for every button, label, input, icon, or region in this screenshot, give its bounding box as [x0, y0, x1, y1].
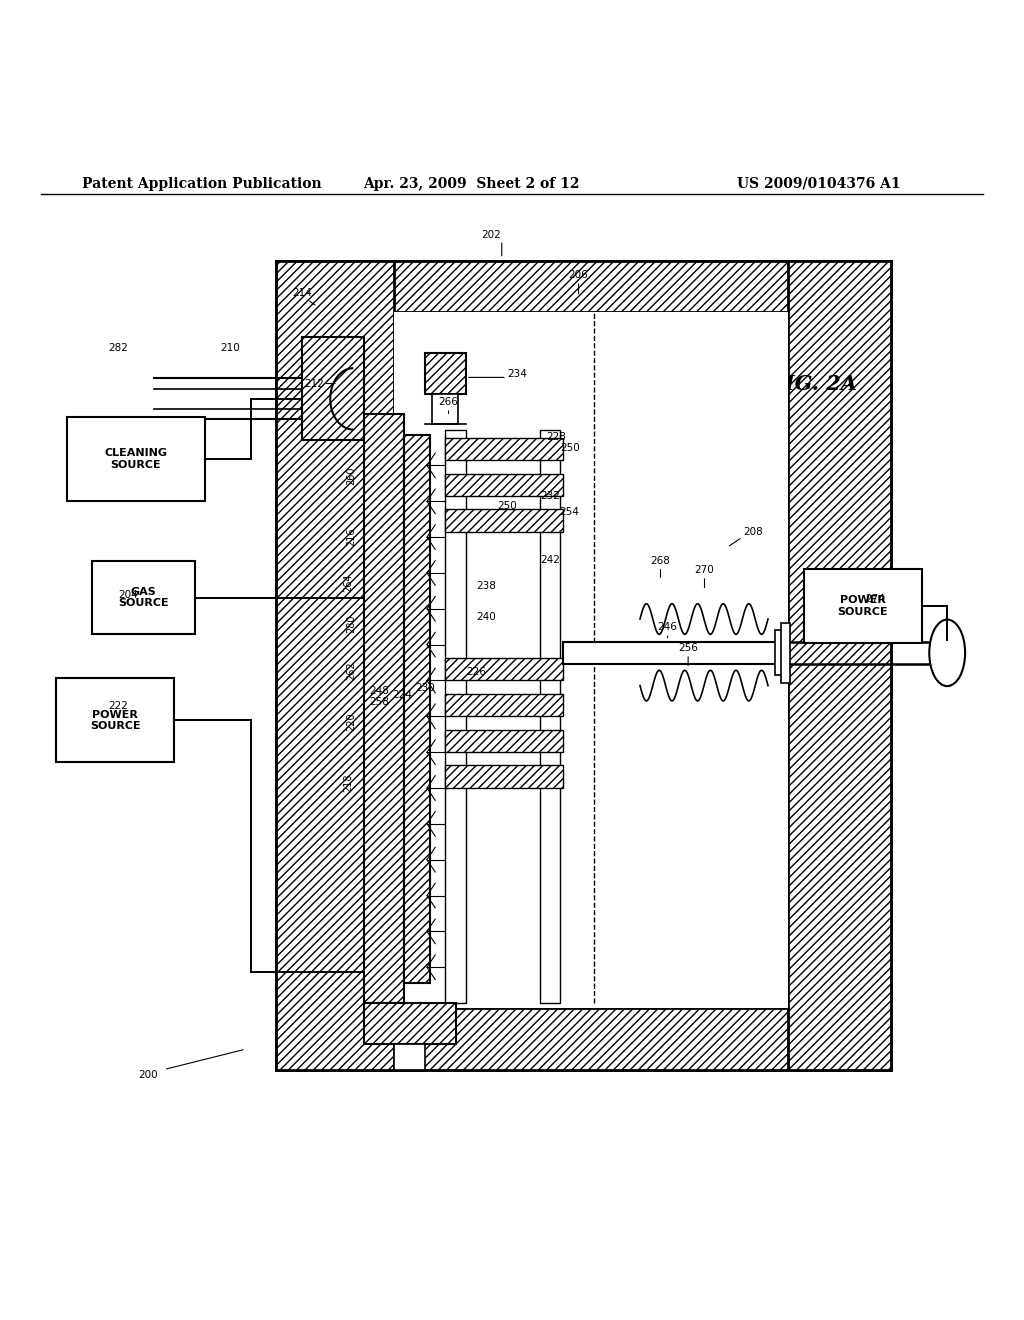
Text: 228: 228	[546, 432, 566, 442]
Text: 266: 266	[438, 397, 459, 407]
Ellipse shape	[930, 619, 965, 686]
Bar	[781, 623, 790, 682]
Text: 214: 214	[292, 288, 312, 298]
Text: Apr. 23, 2009  Sheet 2 of 12: Apr. 23, 2009 Sheet 2 of 12	[362, 177, 580, 191]
Bar	[92, 561, 195, 635]
Text: POWER
SOURCE: POWER SOURCE	[90, 710, 140, 731]
Text: GAS
SOURCE: GAS SOURCE	[118, 586, 169, 609]
Text: 282: 282	[108, 343, 128, 352]
Text: 262: 262	[346, 661, 356, 680]
Text: 260: 260	[346, 466, 356, 484]
Text: 210: 210	[220, 343, 241, 352]
Text: 212: 212	[304, 379, 325, 388]
Bar	[445, 730, 563, 752]
Bar	[432, 393, 458, 425]
Bar	[775, 631, 787, 676]
Bar	[276, 260, 394, 1069]
Bar	[445, 694, 563, 717]
Bar	[425, 352, 466, 393]
Bar	[276, 1008, 891, 1069]
Bar	[302, 338, 364, 440]
Bar	[445, 438, 563, 461]
Text: 238: 238	[476, 581, 497, 591]
Text: CLEANING
SOURCE: CLEANING SOURCE	[104, 449, 167, 470]
Text: FIG. 2A: FIG. 2A	[771, 374, 857, 393]
Bar	[788, 260, 891, 1069]
Text: 268: 268	[650, 556, 671, 566]
Text: 202: 202	[481, 230, 502, 240]
Bar	[276, 260, 891, 1069]
Text: 246: 246	[657, 622, 678, 632]
Bar	[540, 429, 560, 1003]
Text: 264: 264	[343, 574, 353, 593]
Bar	[445, 429, 466, 1003]
Bar	[67, 417, 205, 502]
Text: 250: 250	[560, 444, 581, 453]
Text: 258: 258	[369, 697, 389, 708]
Text: 280: 280	[346, 615, 356, 634]
Text: 208: 208	[742, 527, 763, 537]
Bar	[364, 414, 404, 1003]
Text: Patent Application Publication: Patent Application Publication	[82, 177, 322, 191]
Bar	[276, 260, 891, 312]
Bar	[394, 312, 788, 1008]
Bar	[563, 642, 788, 664]
Text: 222: 222	[108, 701, 128, 711]
Text: 250: 250	[497, 502, 517, 511]
Text: 254: 254	[559, 507, 580, 516]
Bar	[445, 766, 563, 788]
Text: 206: 206	[568, 271, 589, 280]
Text: 224: 224	[392, 690, 413, 700]
Text: 240: 240	[476, 612, 497, 622]
Bar	[364, 1003, 456, 1044]
Text: 218: 218	[343, 774, 353, 792]
Text: US 2009/0104376 A1: US 2009/0104376 A1	[737, 177, 901, 191]
Text: 230: 230	[415, 682, 435, 693]
Text: 270: 270	[694, 565, 715, 576]
Text: 232: 232	[540, 491, 560, 502]
Text: 256: 256	[678, 643, 698, 652]
Text: 248: 248	[369, 685, 389, 696]
Text: 242: 242	[540, 554, 560, 565]
Bar	[56, 678, 174, 763]
Text: 216: 216	[346, 528, 356, 546]
Text: 220: 220	[346, 711, 356, 731]
Text: POWER
SOURCE: POWER SOURCE	[838, 595, 888, 616]
Text: 234: 234	[507, 370, 527, 379]
Bar	[394, 1044, 425, 1069]
Bar	[445, 510, 563, 532]
Text: 226: 226	[466, 668, 486, 677]
Bar	[404, 434, 430, 982]
Text: 204: 204	[118, 590, 138, 601]
Bar	[804, 569, 922, 643]
Text: 200: 200	[138, 1069, 159, 1080]
Bar	[445, 657, 563, 681]
Bar	[445, 474, 563, 496]
Text: 274: 274	[865, 594, 886, 603]
